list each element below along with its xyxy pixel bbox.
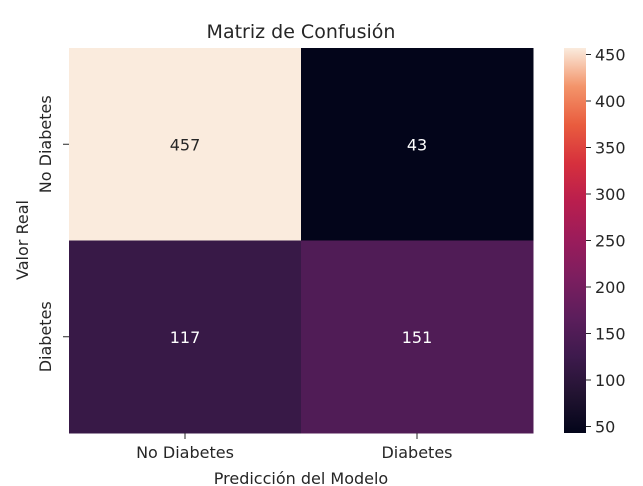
- cell-value-label: 457: [170, 135, 201, 154]
- colorbar-tick-label: 250: [595, 232, 626, 251]
- cell-value-label: 117: [170, 328, 201, 347]
- x-tick-label: No Diabetes: [136, 443, 234, 462]
- y-axis-label: Valor Real: [13, 200, 32, 280]
- colorbar: [564, 48, 586, 433]
- colorbar-tick-label: 100: [595, 371, 626, 390]
- cell-annotations: 457 43 117 151: [170, 135, 433, 347]
- cell-value-label: 151: [402, 328, 433, 347]
- colorbar-tick-label: 200: [595, 278, 626, 297]
- colorbar-tick-label: 350: [595, 139, 626, 158]
- y-axis-ticks: No Diabetes Diabetes: [36, 95, 69, 372]
- colorbar-ticks: 50 100 150 200 250 300 350 400 450: [586, 46, 626, 436]
- heatmap-cell: [69, 48, 302, 241]
- heatmap-cell: [301, 48, 534, 241]
- heatmap-cell: [301, 240, 534, 434]
- cell-value-label: 43: [407, 135, 427, 154]
- x-axis-ticks: No Diabetes Diabetes: [136, 433, 453, 462]
- x-tick-label: Diabetes: [381, 443, 452, 462]
- colorbar-tick-label: 50: [595, 417, 615, 436]
- heatmap-cells: [69, 48, 534, 434]
- heatmap-cell: [69, 240, 302, 434]
- y-tick-label: Diabetes: [36, 301, 55, 372]
- chart-title: Matriz de Confusión: [207, 21, 396, 43]
- colorbar-tick-label: 300: [595, 185, 626, 204]
- x-axis-label: Predicción del Modelo: [214, 469, 388, 486]
- colorbar-tick-label: 450: [595, 46, 626, 65]
- colorbar-tick-label: 400: [595, 92, 626, 111]
- colorbar-tick-label: 150: [595, 324, 626, 343]
- y-tick-label: No Diabetes: [36, 95, 55, 193]
